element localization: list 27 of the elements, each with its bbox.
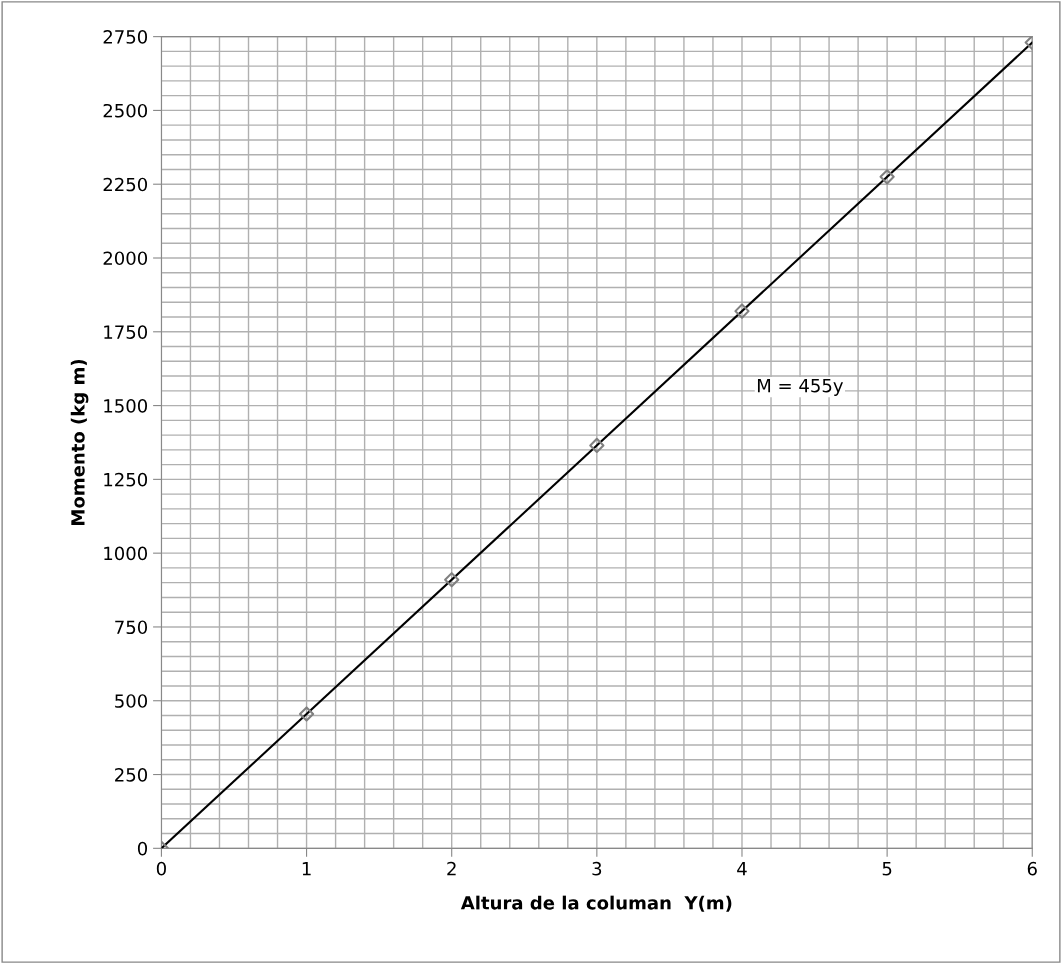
x-axis-title: Altura de la columan Y(m)	[460, 895, 732, 912]
y-tick-label: 1250	[104, 472, 148, 487]
point	[298, 706, 315, 722]
x-tick-label: 0	[156, 861, 166, 876]
y-tick-label: 1500	[104, 399, 148, 413]
x-tick-label: 4	[737, 862, 747, 876]
point	[444, 572, 460, 588]
point	[879, 169, 895, 185]
x-tick-label: 3	[592, 861, 602, 876]
y-tick-label: 500	[115, 694, 148, 708]
annotation: M = 455y	[757, 378, 843, 396]
y-tick-label: 750	[115, 620, 148, 635]
y-axis-title: Momento (kg m)	[70, 359, 89, 525]
y-tick-label: 2000	[103, 251, 148, 266]
y-tick-label: 0	[137, 841, 148, 856]
y-tick-label: 2250	[103, 177, 148, 192]
y-tick-label: 1000	[104, 546, 148, 561]
point	[589, 437, 605, 454]
x-tick-label: 2	[447, 861, 456, 876]
x-tick-label: 6	[1027, 861, 1037, 876]
x-tick-label: 1	[302, 862, 311, 876]
y-tick-label: 2750	[103, 30, 148, 44]
point	[734, 303, 750, 319]
y-tick-label: 250	[115, 767, 148, 782]
y-tick-label: 2500	[103, 103, 148, 118]
x-tick-label: 5	[882, 862, 892, 876]
y-tick-label: 1750	[104, 325, 148, 339]
